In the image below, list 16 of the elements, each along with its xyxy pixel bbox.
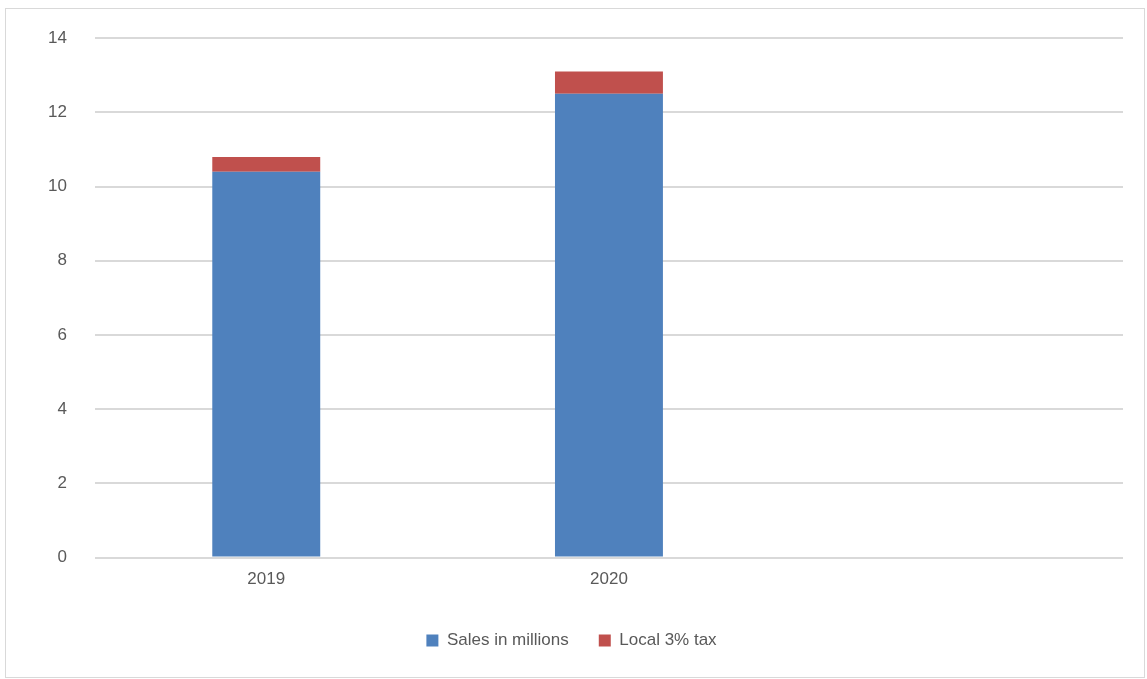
bar xyxy=(212,156,321,172)
y-tick-label: 10 xyxy=(47,176,67,196)
bar xyxy=(554,71,663,94)
legend-label: Local 3% tax xyxy=(619,630,718,650)
bar xyxy=(212,171,321,557)
x-tick-label: 2019 xyxy=(247,569,286,589)
legend-label: Sales in millions xyxy=(446,630,569,650)
y-tick-label: 4 xyxy=(57,398,67,418)
bar xyxy=(554,93,663,557)
y-tick-label: 12 xyxy=(47,102,67,122)
y-tick-label: 0 xyxy=(57,547,67,567)
y-tick-label: 6 xyxy=(57,324,67,344)
x-tick-label: 2020 xyxy=(590,569,628,589)
y-tick-label: 2 xyxy=(57,473,67,493)
y-tick-label: 14 xyxy=(47,27,67,47)
y-tick-label: 8 xyxy=(57,250,67,270)
